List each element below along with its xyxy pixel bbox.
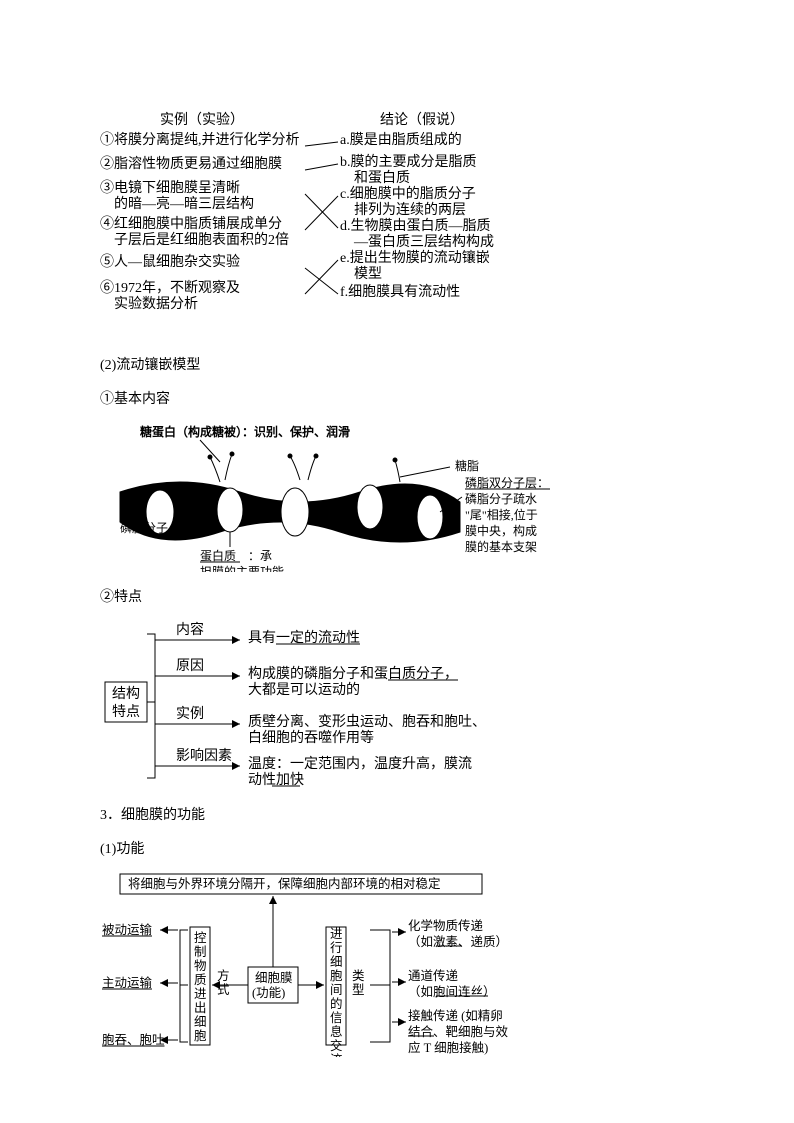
svg-text:磷脂双分子层：磷脂分子疏水"尾"相接,位于膜中央，构成膜的基: 磷脂双分子层：磷脂分子疏水"尾"相接,位于膜中央，构成膜的基本支架 bbox=[465, 475, 549, 554]
svg-text:影响因素: 影响因素 bbox=[176, 748, 232, 764]
svg-text:结构: 结构 bbox=[112, 686, 140, 702]
sec2-sub2: ②特点 bbox=[100, 586, 694, 606]
svg-text:糖蛋白（构成糖被）：识别、保护、润滑: 糖蛋白（构成糖被）：识别、保护、润滑 bbox=[140, 424, 350, 439]
svg-text:原因: 原因 bbox=[176, 659, 204, 674]
svg-text:接触传递 (如精卵结合、靶细胞与效应 T 细胞接触): 接触传递 (如精卵结合、靶细胞与效应 T 细胞接触) bbox=[408, 1008, 509, 1055]
svg-text:f.细胞膜具有流动性: f.细胞膜具有流动性 bbox=[340, 284, 460, 300]
svg-text:构成膜的磷脂分子和蛋白质分子，大都是可以运动的: 构成膜的磷脂分子和蛋白质分子，大都是可以运动的 bbox=[248, 666, 458, 698]
right-title: 结论（假说） bbox=[380, 112, 464, 128]
svg-text:c.细胞膜中的脂质分子 排列为连续的两层: c.细胞膜中的脂质分子 排列为连续的两层 bbox=[340, 186, 476, 218]
svg-text:进: 进 bbox=[194, 987, 207, 1001]
svg-text:e.提出生物膜的流动镶嵌 模型: e.提出生物膜的流动镶嵌 模型 bbox=[340, 249, 490, 282]
svg-text:化学物质传递（如激素、递质）: 化学物质传递（如激素、递质） bbox=[408, 918, 508, 949]
svg-text:胞吞、胞吐: 胞吞、胞吐 bbox=[102, 1033, 165, 1047]
sec3-title: 3．细胞膜的功能 bbox=[100, 804, 694, 824]
svg-text:实例: 实例 bbox=[176, 706, 204, 722]
svg-text:类: 类 bbox=[352, 969, 365, 983]
svg-text:通道传递（如胞间连丝）: 通道传递（如胞间连丝） bbox=[408, 968, 496, 999]
svg-text:信: 信 bbox=[330, 1011, 343, 1025]
svg-text:胞: 胞 bbox=[194, 1029, 207, 1043]
svg-text:式: 式 bbox=[217, 983, 230, 997]
svg-text:进: 进 bbox=[330, 927, 343, 941]
svg-text:控: 控 bbox=[194, 931, 207, 945]
svg-text:胞: 胞 bbox=[330, 969, 343, 983]
svg-text:内容: 内容 bbox=[176, 621, 204, 638]
svg-text:出: 出 bbox=[194, 1001, 207, 1015]
svg-text:息: 息 bbox=[330, 1024, 343, 1039]
membrane-diagram: 糖蛋白（构成糖被）：识别、保护、润滑 糖脂 bbox=[100, 422, 694, 572]
tree-diagram: 结构 特点 内容具有一定的流动性原因构成膜的磷脂分子和蛋白质分子，大都是可以运动… bbox=[100, 620, 694, 790]
svg-text:流: 流 bbox=[330, 1053, 343, 1057]
svg-text:①将膜分离提纯,并进行化学分析: ①将膜分离提纯,并进行化学分析 bbox=[100, 131, 300, 148]
svg-text:特点: 特点 bbox=[112, 704, 140, 720]
matching-svg: 实例（实验） 结论（假说） ①将膜分离提纯,并进行化学分析 ②脂溶性物质更易通过细… bbox=[100, 110, 560, 340]
svg-text:b.膜的主要成分是脂质 和蛋白质: b.膜的主要成分是脂质 和蛋白质 bbox=[340, 154, 477, 186]
svg-text:⑤人—鼠细胞杂交实验: ⑤人—鼠细胞杂交实验 bbox=[100, 253, 240, 270]
svg-text:方: 方 bbox=[217, 968, 230, 983]
svg-text:糖脂: 糖脂 bbox=[455, 458, 479, 473]
svg-text:(功能): (功能) bbox=[252, 986, 285, 1000]
svg-text:制: 制 bbox=[194, 945, 207, 959]
svg-text:被动运输: 被动运输 bbox=[102, 922, 153, 937]
sec2-title: (2)流动镶嵌模型 bbox=[100, 354, 694, 374]
svg-text:d.生物膜由蛋白质—脂质 —蛋白质三层结构构成: d.生物膜由蛋白质—脂质 —蛋白质三层结构构成 bbox=[340, 218, 494, 250]
sec2-sub1: ①基本内容 bbox=[100, 388, 694, 408]
svg-text:蛋白质 ：承担膜的主要功能: 蛋白质 ：承担膜的主要功能 bbox=[200, 548, 284, 572]
svg-text:质壁分离、变形虫运动、胞吞和胞吐、白细胞的吞噬作用等: 质壁分离、变形虫运动、胞吞和胞吐、白细胞的吞噬作用等 bbox=[248, 713, 486, 746]
svg-text:细胞膜: 细胞膜 bbox=[255, 971, 293, 985]
svg-text:主动运输: 主动运输 bbox=[102, 975, 153, 990]
svg-text:④红细胞膜中脂质铺展成单分 子层后是红细胞表面积的2倍: ④红细胞膜中脂质铺展成单分 子层后是红细胞表面积的2倍 bbox=[100, 216, 289, 248]
svg-text:物: 物 bbox=[194, 959, 207, 973]
diagram-matching: 实例（实验） 结论（假说） ①将膜分离提纯,并进行化学分析 ②脂溶性物质更易通过细… bbox=[100, 110, 694, 340]
svg-text:⑥1972年，不断观察及 实验数据分析: ⑥1972年，不断观察及 实验数据分析 bbox=[100, 279, 240, 312]
left-title: 实例（实验） bbox=[160, 112, 244, 128]
function-diagram: 将细胞与外界环境分隔开，保障细胞内部环境的相对稳定 细胞膜 (功能) 控制物质进… bbox=[100, 872, 694, 1057]
svg-text:将细胞与外界环境分隔开，保障细胞内部环境的相对稳定: 将细胞与外界环境分隔开，保障细胞内部环境的相对稳定 bbox=[128, 876, 441, 891]
svg-text:交: 交 bbox=[330, 1038, 343, 1053]
svg-text:的: 的 bbox=[330, 996, 343, 1011]
svg-text:细: 细 bbox=[194, 1015, 207, 1029]
svg-text:温度：一定范围内，温度升高，膜流动性加快: 温度：一定范围内，温度升高，膜流动性加快 bbox=[248, 755, 472, 788]
svg-text:质: 质 bbox=[194, 973, 207, 987]
svg-text:③电镜下细胞膜呈清晰 的暗—亮—暗三层结构: ③电镜下细胞膜呈清晰 的暗—亮—暗三层结构 bbox=[100, 180, 254, 212]
svg-text:行: 行 bbox=[330, 941, 343, 955]
svg-text:细: 细 bbox=[330, 955, 343, 969]
svg-text:间: 间 bbox=[330, 983, 343, 997]
svg-text:型: 型 bbox=[352, 983, 365, 997]
sec3-sub1: (1)功能 bbox=[100, 838, 694, 858]
svg-text:a.膜是由脂质组成的: a.膜是由脂质组成的 bbox=[340, 132, 462, 148]
svg-text:磷脂分子: 磷脂分子 bbox=[120, 520, 168, 535]
svg-text:②脂溶性物质更易通过细胞膜: ②脂溶性物质更易通过细胞膜 bbox=[100, 156, 282, 172]
